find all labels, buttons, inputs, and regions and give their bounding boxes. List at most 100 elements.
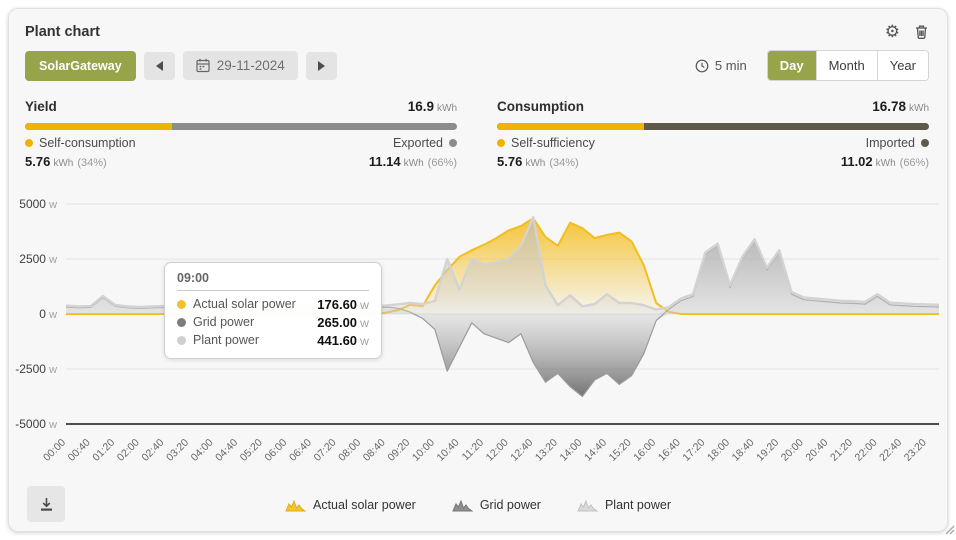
y-axis-tick: 5000 W <box>19 197 57 211</box>
area-shape-icon <box>577 499 598 511</box>
consumption-total: 16.78 kWh <box>872 99 929 114</box>
yield-summary: Yield 16.9 kWh Self-consumption Exported … <box>25 98 457 171</box>
tooltip-series-value: 441.60 W <box>317 332 369 348</box>
tooltip-series-unit: W <box>360 336 369 348</box>
prev-day-button[interactable] <box>143 51 175 80</box>
delete-trash-icon[interactable] <box>914 24 929 40</box>
x-axis-tick: 07:20 <box>312 437 339 464</box>
self-sufficiency-label: Self-sufficiency <box>497 136 595 150</box>
tooltip-series-unit: W <box>360 318 369 330</box>
y-axis-tick: -5000 W <box>15 417 57 431</box>
chart-legend: Actual solar power Grid power Plant power <box>285 498 671 512</box>
chevron-left-icon <box>155 60 163 71</box>
x-axis-tick: 02:00 <box>115 437 142 464</box>
x-axis-tick: 08:00 <box>336 437 363 464</box>
x-axis-tick: 04:00 <box>189 437 216 464</box>
tab-month[interactable]: Month <box>816 51 878 80</box>
x-axis-tick: 18:40 <box>730 437 757 464</box>
chart-tooltip: 09:00 Actual solar power 176.60 W Grid powe… <box>164 262 382 359</box>
toolbar: SolarGateway 29-11-2024 5 m <box>25 50 929 81</box>
legend-label: Plant power <box>604 498 671 512</box>
self-sufficiency-value: 5.76 kWh (34%) <box>497 154 579 169</box>
tooltip-series-label: Actual solar power <box>193 297 296 311</box>
chevron-right-icon <box>317 60 325 71</box>
x-axis-tick: 03:20 <box>164 437 191 464</box>
x-axis-tick: 05:20 <box>238 437 265 464</box>
x-axis-tick: 01:20 <box>90 437 117 464</box>
resize-handle[interactable] <box>944 522 955 535</box>
x-axis-tick: 12:00 <box>484 437 511 464</box>
x-axis-tick: 08:40 <box>361 437 388 464</box>
power-chart[interactable]: 5000 W 2500 W 0 W -2500 W -5000 W 00:00 00:40 01:20 0… <box>9 191 947 481</box>
x-axis-tick: 20:40 <box>803 437 830 464</box>
tab-year[interactable]: Year <box>877 51 928 80</box>
exported-value: 11.14 kWh (66%) <box>368 154 457 169</box>
x-axis-tick: 16:40 <box>656 437 683 464</box>
x-axis-tick: 06:40 <box>287 437 314 464</box>
legend-label: Grid power <box>479 498 541 512</box>
x-axis-tick: 02:40 <box>139 437 166 464</box>
view-toggle: Day Month Year <box>766 50 929 81</box>
x-axis-tick: 13:20 <box>533 437 560 464</box>
x-axis-tick: 23:20 <box>902 437 929 464</box>
x-axis-tick: 04:40 <box>213 437 240 464</box>
plant-chart-card: Plant chart ⚙︎ SolarGateway <box>8 8 955 535</box>
consumption-title: Consumption <box>497 99 584 114</box>
x-axis-tick: 15:20 <box>607 437 634 464</box>
interval-indicator: 5 min <box>695 58 747 73</box>
x-axis-tick: 18:00 <box>705 437 732 464</box>
x-axis-tick: 11:20 <box>460 437 487 464</box>
yield-title: Yield <box>25 99 57 114</box>
legend-label: Actual solar power <box>313 498 416 512</box>
download-button[interactable] <box>27 486 65 522</box>
consumption-ratio-bar <box>497 123 929 130</box>
area-shape-icon <box>452 499 473 511</box>
x-axis-tick: 19:20 <box>754 437 781 464</box>
legend-grid-power[interactable]: Grid power <box>452 498 541 512</box>
y-axis-tick: 2500 W <box>19 252 57 266</box>
plant-power-area <box>66 217 939 314</box>
tooltip-row: Plant power 441.60 W <box>177 331 369 349</box>
self-consumption-label: Self-consumption <box>25 136 136 150</box>
next-day-button[interactable] <box>305 51 337 80</box>
date-value: 29-11-2024 <box>216 58 285 73</box>
consumption-summary: Consumption 16.78 kWh Self-sufficiency Im… <box>497 98 929 171</box>
x-axis-tick: 09:20 <box>385 437 412 464</box>
summary-section: Yield 16.9 kWh Self-consumption Exported … <box>25 98 929 171</box>
x-axis-tick: 10:40 <box>435 437 462 464</box>
legend-actual-solar-power[interactable]: Actual solar power <box>285 498 416 512</box>
yield-total: 16.9 kWh <box>407 99 457 114</box>
series-dot-icon <box>177 299 186 309</box>
self-consumption-value: 5.76 kWh (34%) <box>25 154 107 169</box>
tooltip-time: 09:00 <box>177 271 369 291</box>
calendar-icon <box>196 58 210 73</box>
x-axis-tick: 14:40 <box>582 437 609 464</box>
tooltip-series-unit: W <box>360 300 369 312</box>
yield-ratio-bar <box>25 123 457 130</box>
chart-footer: Actual solar power Grid power Plant power <box>25 485 931 525</box>
tooltip-series-label: Grid power <box>193 315 255 329</box>
x-axis-tick: 14:00 <box>557 437 584 464</box>
tooltip-series-label: Plant power <box>193 333 260 347</box>
x-axis-tick: 00:00 <box>41 437 68 464</box>
grid-power-negative-area <box>66 314 939 397</box>
area-shape-icon <box>285 499 306 511</box>
x-axis-tick: 22:40 <box>877 437 904 464</box>
legend-plant-power[interactable]: Plant power <box>577 498 671 512</box>
settings-gear-icon[interactable]: ⚙︎ <box>884 22 900 41</box>
imported-value: 11.02 kWh (66%) <box>840 154 929 169</box>
download-icon <box>40 497 52 511</box>
x-axis-tick: 17:20 <box>680 437 707 464</box>
date-picker-button[interactable]: 29-11-2024 <box>182 51 298 80</box>
series-dot-icon <box>177 317 186 327</box>
x-axis-tick: 10:00 <box>410 437 437 464</box>
interval-label: 5 min <box>714 58 747 73</box>
x-axis-tick: 12:40 <box>508 437 535 464</box>
page-title: Plant chart <box>25 24 100 40</box>
clock-icon <box>695 59 709 72</box>
gateway-button[interactable]: SolarGateway <box>25 50 136 81</box>
tab-day[interactable]: Day <box>767 51 817 80</box>
y-axis-tick: -2500 W <box>15 362 57 376</box>
x-axis-tick: 20:00 <box>779 437 806 464</box>
